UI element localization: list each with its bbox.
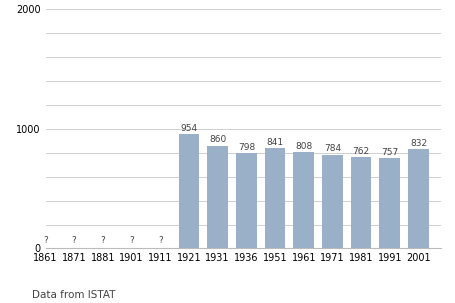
Text: 954: 954 bbox=[180, 124, 197, 133]
Text: Data from ISTAT: Data from ISTAT bbox=[32, 290, 116, 300]
Bar bbox=[293, 152, 314, 248]
Bar bbox=[207, 145, 228, 248]
Text: ?: ? bbox=[72, 236, 76, 245]
Bar bbox=[179, 134, 199, 248]
Text: 860: 860 bbox=[209, 135, 226, 144]
Bar bbox=[265, 148, 285, 248]
Text: 762: 762 bbox=[353, 147, 369, 156]
Text: 841: 841 bbox=[267, 138, 283, 147]
Bar bbox=[408, 149, 429, 248]
Bar bbox=[379, 158, 400, 248]
Bar bbox=[351, 157, 371, 248]
Text: 798: 798 bbox=[238, 143, 255, 152]
Bar bbox=[236, 153, 257, 248]
Bar bbox=[322, 155, 343, 248]
Text: ?: ? bbox=[158, 236, 162, 245]
Text: 757: 757 bbox=[381, 148, 399, 157]
Text: ?: ? bbox=[129, 236, 134, 245]
Text: 808: 808 bbox=[295, 142, 313, 151]
Text: 784: 784 bbox=[324, 145, 341, 153]
Text: ?: ? bbox=[101, 236, 105, 245]
Text: 832: 832 bbox=[410, 139, 427, 148]
Text: ?: ? bbox=[43, 236, 48, 245]
